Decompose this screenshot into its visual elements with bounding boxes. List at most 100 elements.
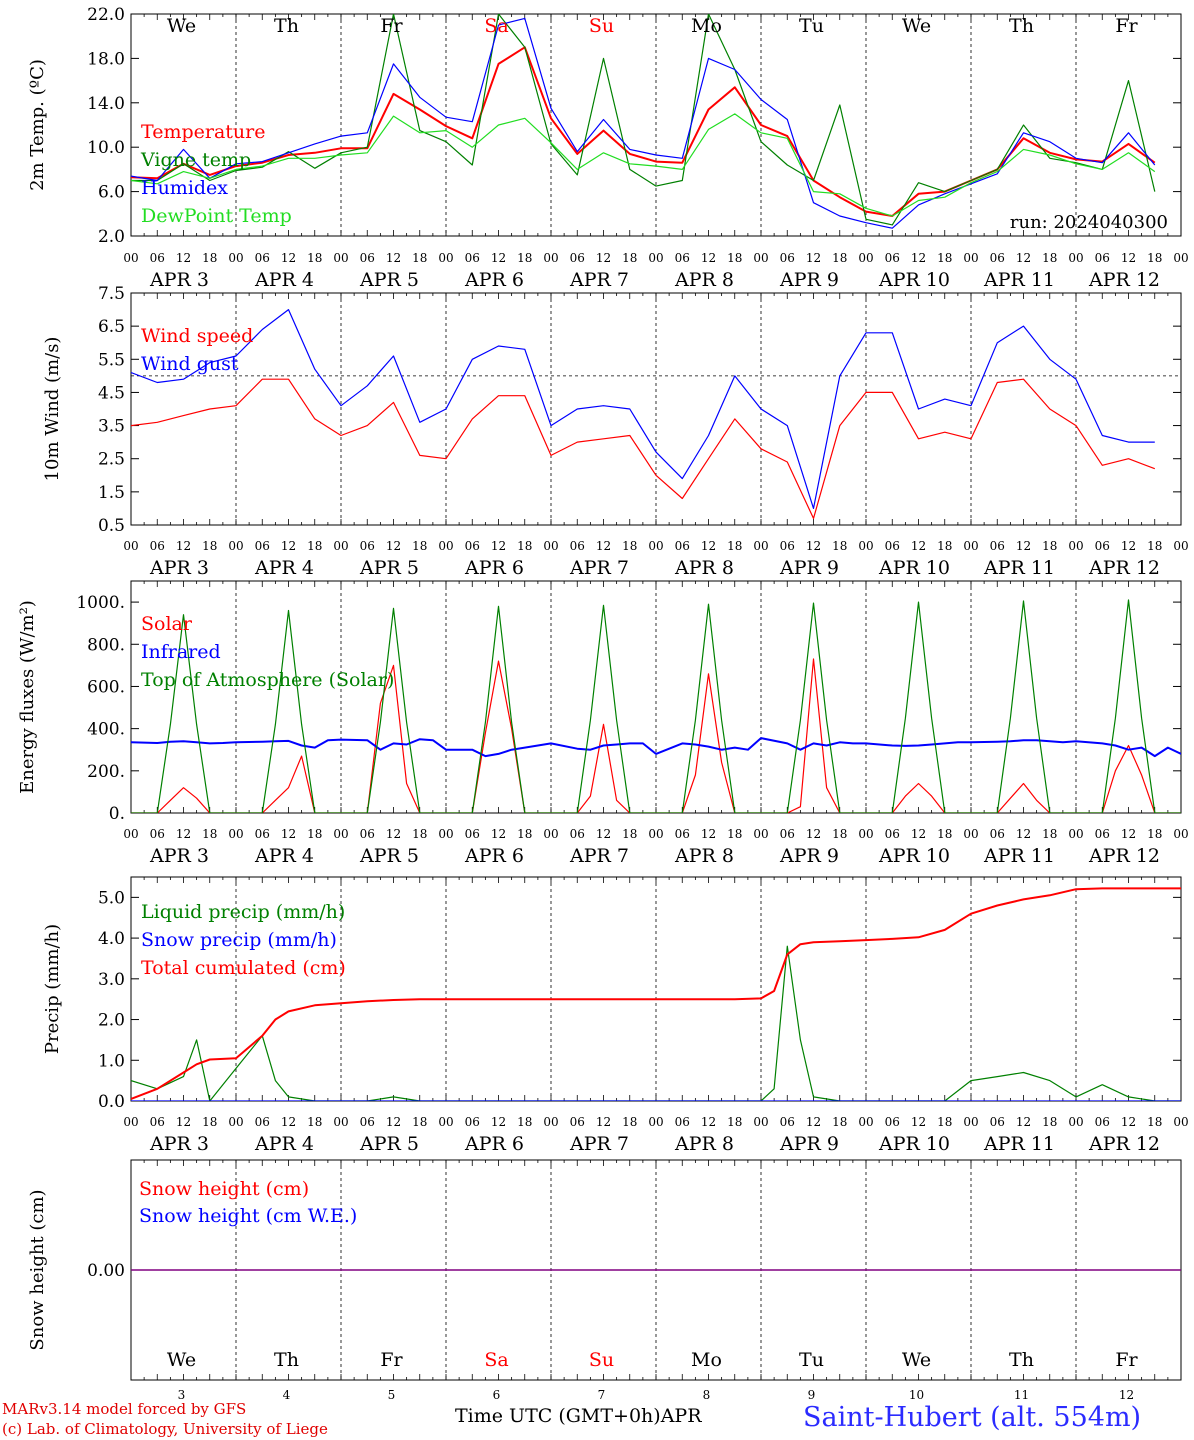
weekday-label: Th: [1009, 15, 1034, 37]
hour-tick-label: 06: [780, 1115, 795, 1129]
date-label: APR 5: [359, 845, 419, 867]
date-label: APR 12: [1088, 845, 1160, 867]
hour-tick-label: 18: [1042, 251, 1057, 265]
date-label: APR 5: [359, 557, 419, 579]
y-tick-label: 14.0: [87, 94, 125, 114]
weekday-label: We: [167, 1349, 196, 1371]
date-label: APR 11: [983, 557, 1055, 579]
day-number-label: 9: [808, 1388, 816, 1402]
date-label: APR 6: [464, 557, 524, 579]
y-axis-label: 2m Temp. (ºC): [27, 59, 48, 191]
hour-tick-label: 00: [1068, 827, 1083, 841]
date-label: APR 8: [674, 1133, 734, 1155]
date-label: APR 10: [878, 845, 950, 867]
station-name: Saint-Hubert (alt. 554m): [803, 1402, 1142, 1433]
y-tick-label: 3.0: [98, 970, 125, 990]
hour-tick-label: 18: [937, 827, 952, 841]
hour-tick-label: 00: [543, 827, 558, 841]
hour-tick-label: 12: [491, 539, 506, 553]
date-label: APR 10: [878, 269, 950, 291]
hour-tick-label: 12: [806, 251, 821, 265]
hour-tick-label: 18: [517, 251, 532, 265]
hour-tick-label: 00: [228, 1115, 243, 1129]
y-tick-label: 22.0: [87, 5, 125, 25]
weekday-label: Sa: [484, 1349, 508, 1371]
hour-tick-label: 12: [596, 1115, 611, 1129]
time-axis-title: Time UTC (GMT+0h)APR: [455, 1405, 702, 1427]
date-label: APR 9: [779, 269, 839, 291]
hour-tick-label: 00: [1173, 1115, 1188, 1129]
series-line: [131, 737, 1181, 758]
date-label: APR 12: [1088, 269, 1160, 291]
hour-tick-label: 06: [570, 1115, 585, 1129]
hour-tick-label: 06: [780, 539, 795, 553]
hour-tick-label: 18: [832, 1115, 847, 1129]
y-tick-label: 4.5: [98, 383, 125, 403]
y-tick-label: 5.0: [98, 888, 125, 908]
hour-tick-label: 00: [123, 251, 138, 265]
date-label: APR 6: [464, 269, 524, 291]
hour-tick-label: 12: [386, 251, 401, 265]
hour-tick-label: 12: [386, 539, 401, 553]
hour-tick-label: 06: [255, 1115, 270, 1129]
hour-tick-label: 12: [281, 827, 296, 841]
hour-tick-label: 12: [281, 251, 296, 265]
y-tick-label: 0.5: [98, 516, 125, 536]
hour-tick-label: 06: [465, 251, 480, 265]
hour-tick-label: 18: [1042, 1115, 1057, 1129]
y-tick-label: 800.: [87, 635, 125, 655]
hour-tick-label: 12: [1121, 827, 1136, 841]
hour-tick-label: 00: [333, 539, 348, 553]
date-label: APR 4: [254, 557, 314, 579]
hour-tick-label: 18: [832, 827, 847, 841]
hour-tick-label: 12: [701, 251, 716, 265]
hour-tick-label: 12: [911, 827, 926, 841]
legend-entry: Wind gust: [141, 353, 239, 375]
day-number-label: 8: [703, 1388, 711, 1402]
hour-tick-label: 18: [202, 1115, 217, 1129]
hour-tick-label: 18: [517, 539, 532, 553]
hour-tick-label: 12: [176, 1115, 191, 1129]
hour-tick-label: 12: [701, 539, 716, 553]
weekday-label: Fr: [380, 15, 403, 37]
hour-tick-label: 18: [412, 1115, 427, 1129]
hour-tick-label: 18: [937, 1115, 952, 1129]
hour-tick-label: 06: [1095, 539, 1110, 553]
series-line: [131, 113, 1156, 217]
date-label: APR 9: [779, 557, 839, 579]
date-label: APR 9: [779, 1133, 839, 1155]
hour-tick-label: 18: [727, 251, 742, 265]
series-line: [131, 599, 1181, 813]
date-label: APR 12: [1088, 557, 1160, 579]
hour-tick-label: 18: [1147, 251, 1162, 265]
hour-tick-label: 12: [596, 827, 611, 841]
hour-tick-label: 06: [885, 827, 900, 841]
hour-tick-label: 12: [491, 1115, 506, 1129]
hour-tick-label: 18: [1147, 539, 1162, 553]
hour-tick-label: 18: [202, 251, 217, 265]
hour-tick-label: 06: [150, 1115, 165, 1129]
hour-tick-label: 06: [675, 827, 690, 841]
hour-tick-label: 18: [937, 251, 952, 265]
y-tick-label: 10.0: [87, 138, 125, 158]
hour-tick-label: 18: [1042, 539, 1057, 553]
y-tick-label: 18.0: [87, 49, 125, 69]
hour-tick-label: 12: [701, 827, 716, 841]
hour-tick-label: 00: [963, 251, 978, 265]
legend-entry: Snow precip (mm/h): [141, 929, 337, 951]
date-label: APR 7: [569, 845, 629, 867]
series-line: [131, 945, 1181, 1101]
hour-tick-label: 12: [386, 827, 401, 841]
hour-tick-label: 06: [465, 827, 480, 841]
month-label: APR: [660, 1405, 702, 1427]
hour-tick-label: 18: [412, 539, 427, 553]
weekday-label: We: [902, 15, 931, 37]
y-tick-label: 400.: [87, 720, 125, 740]
hour-tick-label: 06: [885, 251, 900, 265]
hour-tick-label: 00: [858, 539, 873, 553]
hour-tick-label: 12: [911, 1115, 926, 1129]
hour-tick-label: 12: [1016, 539, 1031, 553]
date-label: APR 11: [983, 845, 1055, 867]
date-label: APR 7: [569, 269, 629, 291]
series-line: [131, 46, 1156, 217]
